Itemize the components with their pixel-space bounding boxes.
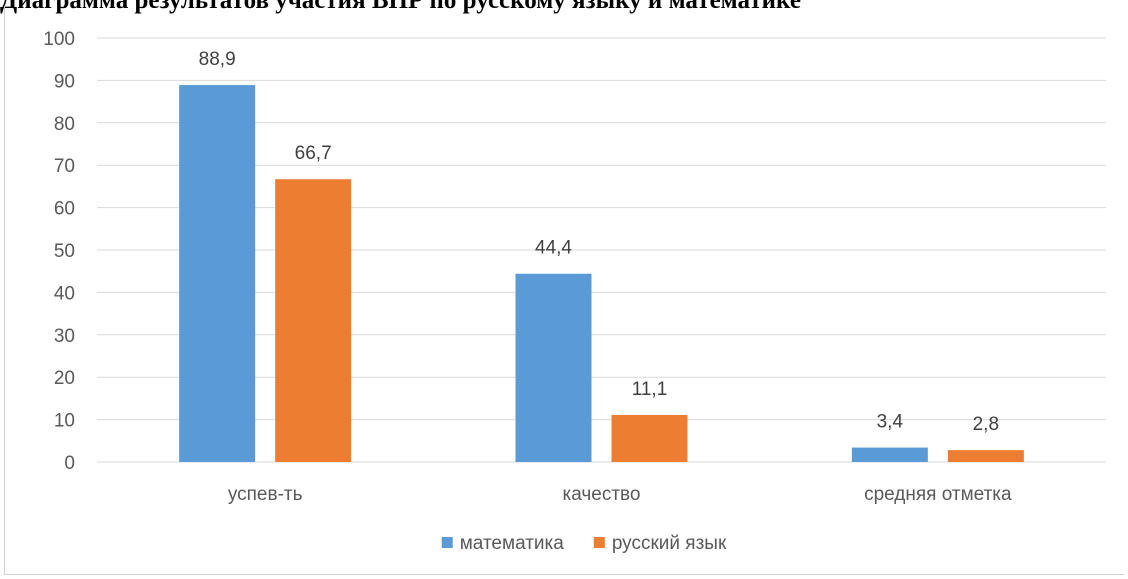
y-axis-ticks: 0 10 20 30 40 50 60 70 80 90 100 bbox=[43, 29, 75, 474]
y-tick-label: 10 bbox=[54, 411, 75, 432]
bar-russian-0 bbox=[275, 179, 352, 462]
y-tick-label: 100 bbox=[43, 29, 75, 50]
legend-label-math: математика bbox=[460, 533, 565, 554]
legend-swatch-russian bbox=[593, 537, 605, 548]
category-labels: успев-ть качество средняя отметка bbox=[228, 484, 1012, 505]
bar-math-1 bbox=[515, 273, 592, 462]
y-tick-label: 30 bbox=[54, 326, 75, 347]
legend: математика русский язык bbox=[441, 533, 727, 554]
bar-russian-1 bbox=[611, 414, 688, 462]
chart-heading: Диаграмма результатов участия ВПР по рус… bbox=[0, 0, 801, 14]
category-label: успев-ть bbox=[228, 484, 303, 505]
bars bbox=[179, 85, 1024, 463]
data-label: 44,4 bbox=[535, 238, 572, 259]
bar-math-0 bbox=[179, 85, 256, 463]
legend-swatch-math bbox=[441, 537, 453, 548]
y-tick-label: 50 bbox=[54, 241, 75, 262]
category-label: средняя отметка bbox=[864, 484, 1012, 505]
data-label: 2,8 bbox=[973, 414, 999, 435]
bar-math-2 bbox=[851, 447, 928, 462]
legend-label-russian: русский язык bbox=[612, 533, 727, 554]
y-tick-label: 40 bbox=[54, 283, 75, 304]
y-tick-label: 0 bbox=[64, 453, 75, 474]
bar-russian-2 bbox=[947, 450, 1024, 462]
data-labels: 88,9 66,7 44,4 11,1 3,4 2,8 bbox=[199, 49, 999, 435]
y-tick-label: 80 bbox=[54, 114, 75, 135]
y-tick-label: 70 bbox=[54, 156, 75, 177]
y-tick-label: 60 bbox=[54, 199, 75, 220]
data-label: 66,7 bbox=[295, 143, 332, 164]
category-label: качество bbox=[563, 484, 641, 505]
y-tick-label: 20 bbox=[54, 368, 75, 389]
data-label: 11,1 bbox=[632, 379, 668, 400]
gridlines bbox=[97, 37, 1106, 463]
data-label: 3,4 bbox=[877, 412, 904, 433]
data-label: 88,9 bbox=[199, 49, 236, 70]
chart-frame bbox=[4, 6, 1124, 575]
y-tick-label: 90 bbox=[54, 71, 75, 92]
